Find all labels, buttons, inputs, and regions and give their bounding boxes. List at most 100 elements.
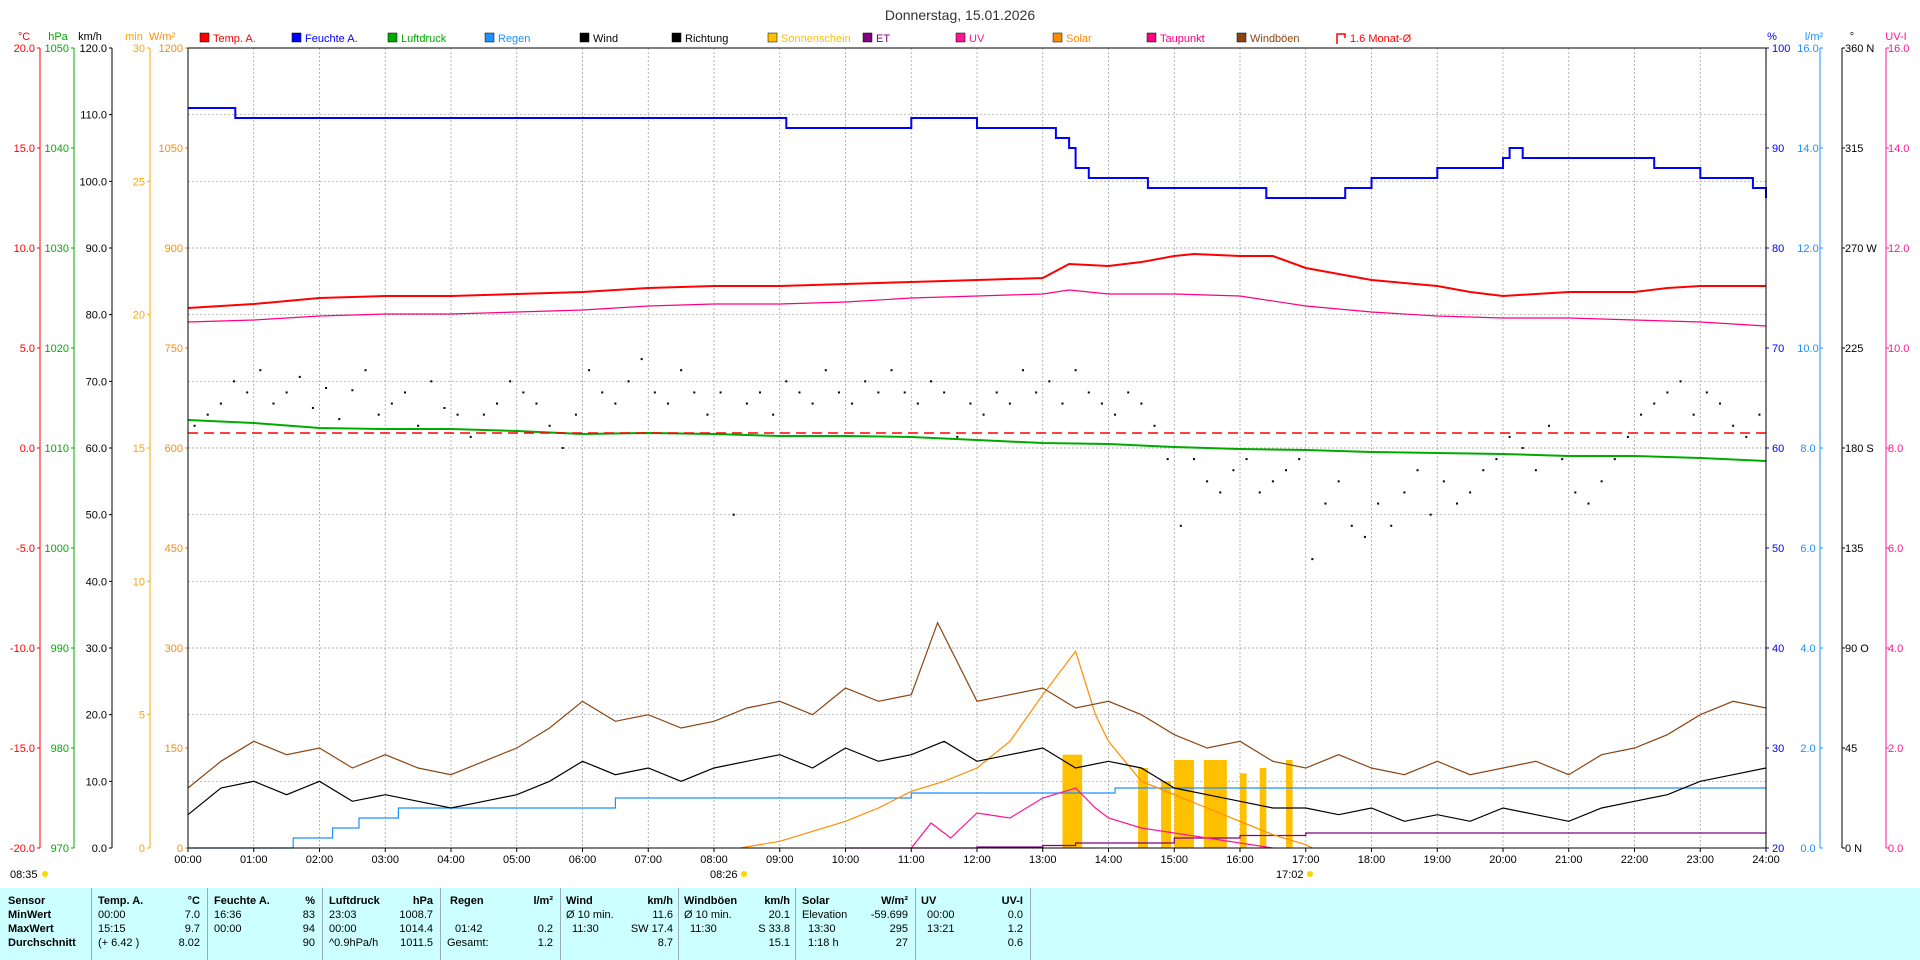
stats-solar-duration: 1:18 h	[808, 937, 839, 949]
direction-point	[1521, 447, 1524, 449]
axis-tick-label: 60	[1772, 443, 1784, 455]
series-line-windb-en	[187, 621, 1767, 789]
series-line-regen	[188, 787, 1766, 849]
stats-uv-max-time: 13:21	[927, 923, 955, 935]
axis-tick-label: -15.0	[10, 743, 35, 755]
legend-label: Wind	[593, 33, 618, 45]
direction-point	[246, 391, 249, 394]
legend-label: 1.6 Monat-Ø	[1350, 33, 1412, 45]
direction-point	[1390, 524, 1393, 527]
direction-point	[772, 413, 775, 416]
stats-unit-solar: W/m²	[881, 895, 908, 907]
direction-point	[1245, 458, 1248, 461]
axis-tick-label: 750	[165, 343, 183, 355]
direction-point	[1022, 369, 1025, 372]
direction-point	[1179, 524, 1182, 527]
sunshine-bar	[1240, 773, 1247, 848]
direction-point	[1640, 413, 1643, 416]
stats-gust-avg-label: Ø 10 min.	[684, 909, 732, 921]
axis-tick-label: 10.0	[1888, 343, 1909, 355]
direction-point	[1613, 458, 1616, 461]
stats-uv-min: 0.0	[1007, 909, 1023, 921]
axis-tick-label: 990	[51, 643, 69, 655]
direction-point	[811, 402, 814, 405]
legend-label: Luftdruck	[401, 33, 447, 45]
direction-point	[601, 391, 604, 394]
direction-point	[1166, 458, 1169, 461]
axis-tick-label: 100	[1772, 43, 1790, 55]
direction-point	[614, 402, 617, 405]
direction-point	[351, 389, 354, 392]
axis-tick-label: 6.0	[1800, 543, 1815, 555]
axis-tick-label: 0.0	[92, 843, 107, 855]
legend-swatch	[1336, 33, 1346, 44]
direction-point	[1087, 391, 1090, 394]
sunrise-label: 08:26	[710, 869, 738, 881]
direction-point	[325, 387, 328, 389]
axis-tick-label: 150	[165, 743, 183, 755]
axis-tick-label: 30	[1772, 743, 1784, 755]
direction-point	[1758, 413, 1761, 416]
stats-unit-temp: °C	[187, 895, 200, 907]
axis-tick-label: 40	[1772, 643, 1784, 655]
direction-point	[469, 435, 472, 438]
direction-point	[522, 391, 525, 394]
legend-swatch	[955, 32, 966, 43]
direction-point	[916, 402, 919, 405]
x-tick-label: 17:00	[1292, 854, 1320, 866]
direction-point	[1534, 469, 1537, 472]
direction-point	[1192, 458, 1195, 461]
axis-tick-label: 0	[177, 843, 183, 855]
direction-point	[548, 424, 551, 427]
direction-point	[417, 424, 420, 427]
direction-point	[509, 380, 512, 383]
direction-point	[311, 407, 314, 409]
direction-point	[864, 380, 867, 383]
direction-point	[1219, 491, 1222, 494]
stats-hum-min: 83	[302, 909, 315, 921]
axis-unit: °C	[18, 31, 30, 43]
axis-tick-label: 225	[1845, 343, 1863, 355]
stats-header-solar: Solar	[802, 895, 830, 907]
stats-label-max: MaxWert	[8, 923, 54, 935]
axis-tick-label: 12.0	[1888, 243, 1909, 255]
legend-swatch	[199, 32, 210, 43]
stats-unit-wind: km/h	[647, 895, 673, 907]
stats-solar-max: 295	[889, 923, 908, 935]
axis-tick-label: 120.0	[79, 43, 107, 55]
direction-point	[666, 402, 669, 405]
legend-label: ET	[876, 33, 890, 45]
series-line-et	[845, 832, 1767, 849]
direction-point	[1008, 402, 1011, 405]
direction-point	[535, 402, 538, 405]
legend-swatch	[484, 32, 495, 43]
sunshine-bar	[1062, 754, 1083, 848]
axis-tick-label: 1200	[159, 43, 183, 55]
stats-hum-avg: 90	[302, 937, 315, 949]
stats-rain-total: 1.2	[537, 937, 553, 949]
x-tick-label: 23:00	[1686, 854, 1714, 866]
direction-point	[1732, 424, 1735, 427]
axis-tick-label: 100.0	[79, 176, 107, 188]
direction-point	[1114, 413, 1117, 416]
direction-point	[1429, 513, 1432, 516]
stats-solar-max-time: 13:30	[808, 923, 836, 935]
stats-solar-elevation: -59.699	[870, 909, 908, 921]
direction-point	[285, 391, 288, 394]
stats-press-min: 1008.7	[399, 909, 433, 921]
stats-unit-gust: km/h	[764, 895, 790, 907]
stats-header-wind: Wind	[566, 895, 593, 907]
direction-point	[456, 413, 459, 416]
direction-point	[1258, 491, 1261, 494]
stats-gust-max-time: 11:30	[690, 923, 717, 935]
direction-point	[1298, 458, 1301, 461]
stats-gust-avg: 15.1	[768, 937, 790, 949]
legend-swatch	[862, 32, 873, 43]
axis-tick-label: 20.0	[14, 43, 35, 55]
stats-temp-max: 9.7	[184, 923, 200, 935]
direction-point	[693, 391, 696, 394]
direction-point	[1416, 469, 1419, 472]
axis-unit: hPa	[48, 31, 68, 43]
series-line-luftdruck	[187, 419, 1767, 462]
direction-point	[1403, 491, 1406, 494]
